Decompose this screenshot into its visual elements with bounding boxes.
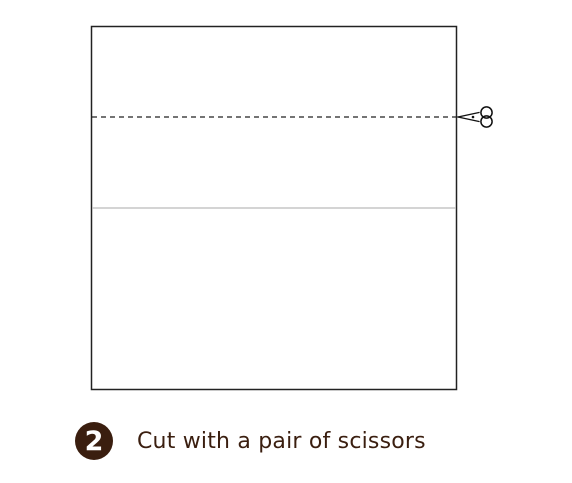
step-caption: 2 Cut with a pair of scissors [75, 422, 426, 460]
step-instruction: Cut with a pair of scissors [137, 428, 426, 454]
step-number-badge: 2 [75, 422, 113, 460]
scissors-icon [457, 106, 493, 128]
